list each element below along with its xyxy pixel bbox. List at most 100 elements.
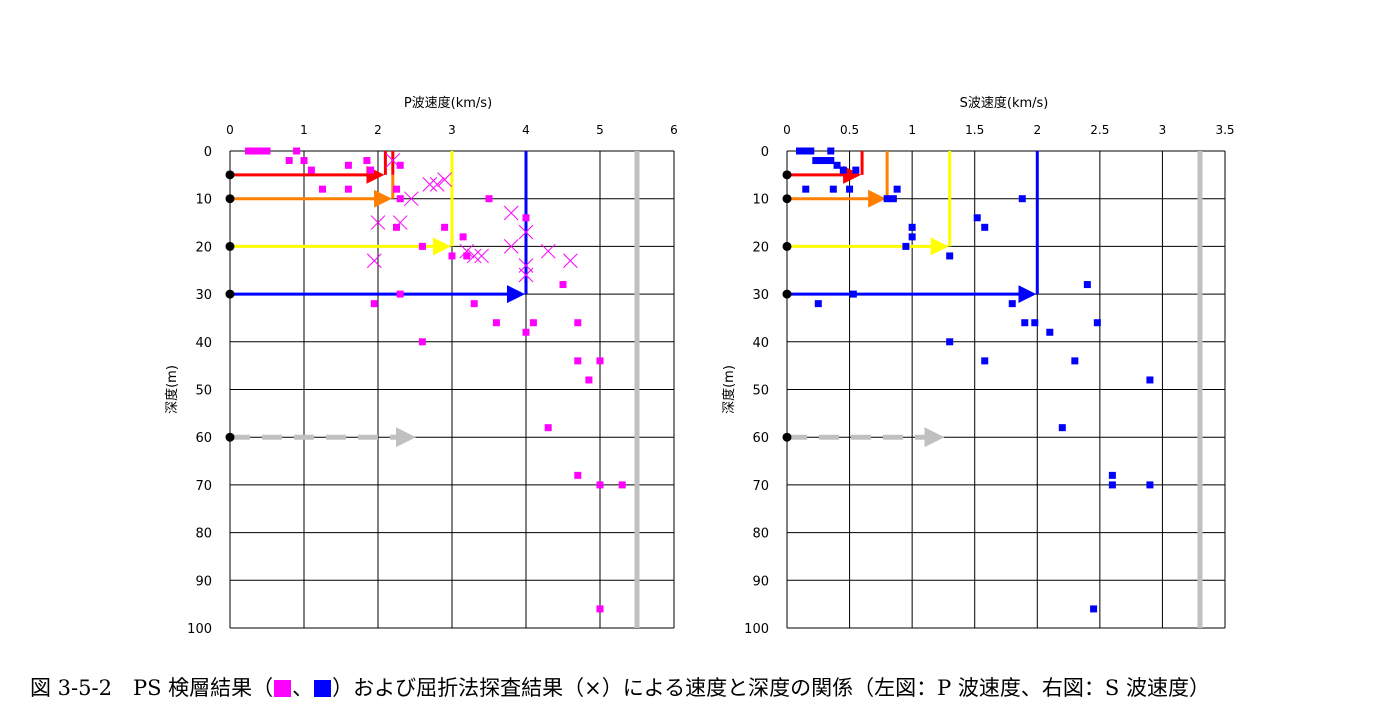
x-stroke	[403, 191, 419, 207]
x-stroke	[503, 239, 519, 254]
data-point-square	[319, 185, 326, 193]
data-point-square	[245, 147, 252, 155]
y-tick-label: 80	[195, 527, 212, 542]
x-stroke	[518, 267, 534, 283]
data-point-x	[370, 215, 386, 230]
x-stroke	[437, 172, 452, 187]
y-tick-label: 0	[761, 145, 769, 160]
y-tick-label: 30	[195, 288, 212, 303]
depth-marker-dot	[782, 170, 792, 180]
data-point-x	[392, 215, 408, 230]
data-point-square	[470, 300, 478, 308]
data-point-square	[883, 195, 891, 203]
caption-text-2: ）および屈折法探査結果（×）による速度と深度の関係（左図：P 波速度、右図：S …	[332, 676, 1210, 700]
data-point-square	[459, 233, 467, 241]
y-axis-label: 深度(m)	[164, 365, 180, 414]
y-axis-label: 深度(m)	[721, 365, 737, 414]
y-tick-label: 10	[752, 193, 769, 208]
depth-marker-dot	[782, 241, 792, 251]
data-point-square	[393, 223, 400, 231]
x-stroke	[466, 248, 482, 264]
data-point-x	[366, 253, 382, 269]
x-tick-label: 0	[226, 123, 234, 137]
y-tick-label: 90	[195, 574, 212, 589]
y-tick-label: 50	[195, 384, 212, 399]
data-point-square	[596, 605, 604, 613]
x-stroke	[474, 248, 489, 264]
x-tick-label: 1	[300, 123, 308, 137]
y-tick-label: 30	[752, 288, 769, 303]
data-point-square	[816, 157, 824, 165]
data-point-square	[1093, 319, 1101, 327]
y-tick-label: 20	[195, 240, 212, 255]
x-stroke	[503, 205, 519, 221]
data-point-x	[474, 248, 489, 264]
x-tick-label: 6	[670, 123, 678, 137]
data-point-square	[285, 157, 293, 165]
data-point-square	[370, 300, 378, 308]
data-point-square	[807, 147, 815, 155]
caption-separator: 、	[292, 676, 314, 700]
x-tick-label: 2	[1033, 123, 1041, 137]
depth-marker-dot	[225, 289, 235, 299]
data-point-square	[1071, 357, 1079, 365]
magenta-square-swatch	[274, 680, 292, 697]
data-point-square	[396, 195, 404, 203]
x-tick-label: 2.5	[1090, 123, 1109, 137]
x-tick-label: 0.5	[840, 123, 859, 137]
data-point-square	[448, 252, 456, 260]
data-point-square	[492, 319, 500, 327]
data-point-square	[981, 357, 989, 365]
data-point-square	[485, 195, 493, 203]
data-point-square	[344, 185, 352, 193]
data-point-square	[1021, 319, 1029, 327]
depth-marker-dot	[782, 194, 792, 204]
y-tick-label: 10	[195, 193, 212, 208]
data-point-square	[889, 195, 897, 203]
data-point-x	[503, 205, 519, 221]
data-point-x	[518, 224, 534, 240]
y-tick-label: 70	[195, 479, 212, 494]
data-point-square	[300, 157, 308, 165]
data-point-square	[846, 185, 854, 193]
data-point-square	[908, 233, 916, 241]
data-point-square	[544, 424, 552, 432]
data-point-square	[849, 290, 857, 298]
data-point-square	[803, 147, 811, 155]
data-point-square	[839, 166, 847, 174]
data-point-square	[1018, 195, 1026, 203]
caption-text-1: 図 3-5-2 PS 検層結果（	[30, 676, 274, 700]
data-point-square	[1090, 605, 1098, 613]
x-stroke	[392, 215, 408, 230]
y-tick-label: 40	[195, 336, 212, 351]
data-point-square	[814, 300, 822, 308]
x-tick-label: 3	[1159, 123, 1167, 137]
data-point-x	[466, 248, 482, 264]
data-point-square	[1031, 319, 1039, 327]
data-point-x	[385, 153, 401, 168]
data-point-square	[1046, 328, 1054, 336]
data-point-square	[829, 185, 837, 193]
data-point-square	[821, 157, 829, 165]
blue-square-swatch	[314, 680, 332, 697]
data-point-square	[618, 481, 626, 489]
data-point-square	[1008, 300, 1016, 308]
data-point-square	[418, 242, 426, 250]
x-stroke	[370, 215, 386, 230]
data-point-square	[799, 147, 807, 155]
data-point-x	[429, 177, 445, 192]
x-tick-label: 4	[522, 123, 530, 137]
data-point-square	[796, 147, 804, 155]
data-point-square	[248, 147, 256, 155]
data-point-x	[459, 243, 475, 259]
y-tick-label: 20	[752, 240, 769, 255]
data-point-x	[563, 253, 578, 269]
x-tick-label: 1.5	[965, 123, 984, 137]
depth-marker-dot	[225, 432, 235, 442]
p-wave-velocity-chart: 0 1 2 3 4 5 60102030405060708090100P波速度(km/s)深…	[164, 95, 678, 637]
y-tick-label: 80	[752, 527, 769, 542]
y-tick-label: 60	[195, 431, 212, 446]
data-point-square	[946, 252, 954, 260]
data-point-square	[596, 481, 604, 489]
data-point-square	[1146, 376, 1154, 384]
